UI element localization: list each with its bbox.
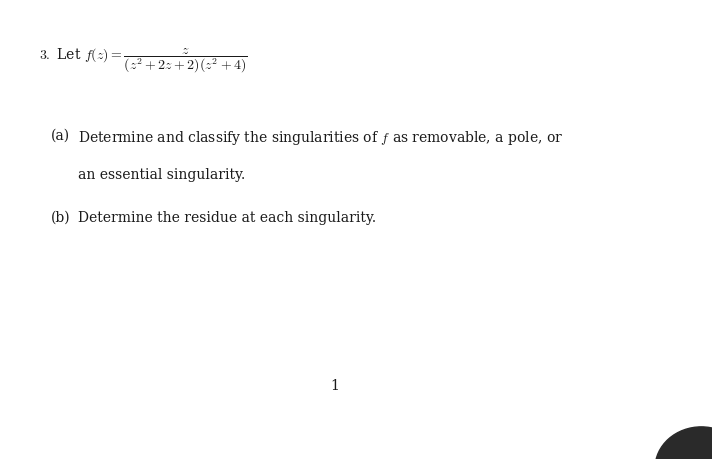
Text: Determine and classify the singularities of $f$ as removable, a pole, or: Determine and classify the singularities… [78,129,563,146]
Text: an essential singularity.: an essential singularity. [78,168,246,182]
Text: $\mathbf{3.}$ Let $f(z) = \dfrac{z}{(z^2+2z+2)(z^2+4)}$: $\mathbf{3.}$ Let $f(z) = \dfrac{z}{(z^2… [39,46,248,75]
Ellipse shape [655,427,712,459]
Text: (a): (a) [51,129,70,143]
Text: 1: 1 [330,379,339,393]
Text: Determine the residue at each singularity.: Determine the residue at each singularit… [78,211,377,225]
Text: (b): (b) [51,211,71,225]
